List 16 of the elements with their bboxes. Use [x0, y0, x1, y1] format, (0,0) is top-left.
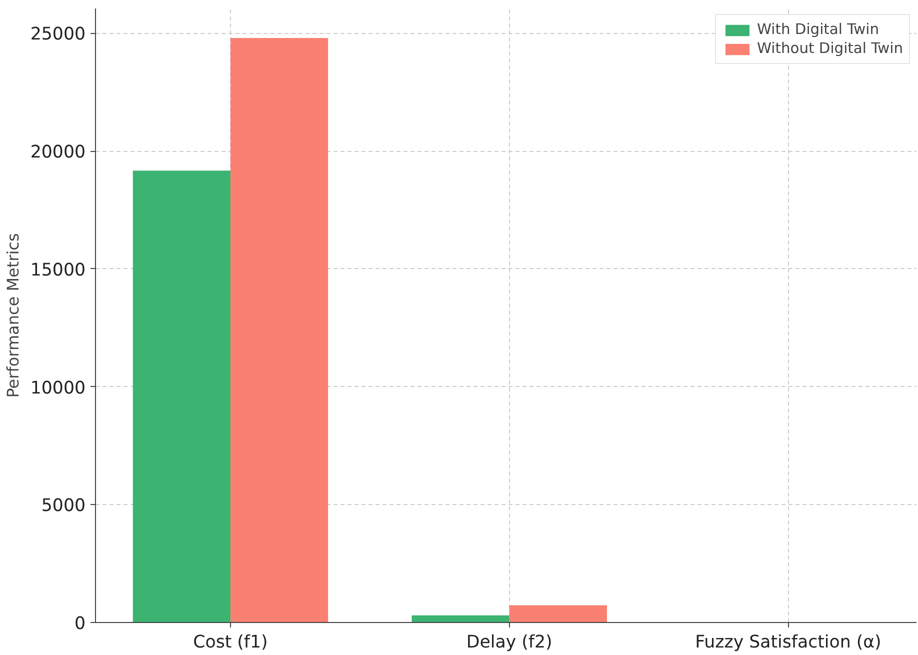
- bar: [132, 170, 230, 622]
- y-axis-title: Performance Metrics: [3, 233, 22, 398]
- x-tick-label: Cost (f1): [193, 632, 268, 652]
- legend-label: Without Digital Twin: [756, 40, 903, 57]
- y-tick-label: 15000: [30, 260, 86, 280]
- y-tick-label: 25000: [30, 24, 86, 45]
- y-tick-label: 20000: [30, 142, 86, 163]
- y-tick-label: 0: [74, 614, 86, 634]
- y-tick-label: 5000: [41, 496, 86, 516]
- bar: [412, 615, 510, 622]
- bar: [230, 38, 328, 622]
- x-tick-label: Delay (f2): [466, 632, 552, 652]
- legend-label: With Digital Twin: [756, 21, 879, 38]
- y-tick-label: 10000: [30, 378, 86, 398]
- x-tick-label: Fuzzy Satisfaction (α): [695, 632, 882, 652]
- bar: [509, 605, 607, 622]
